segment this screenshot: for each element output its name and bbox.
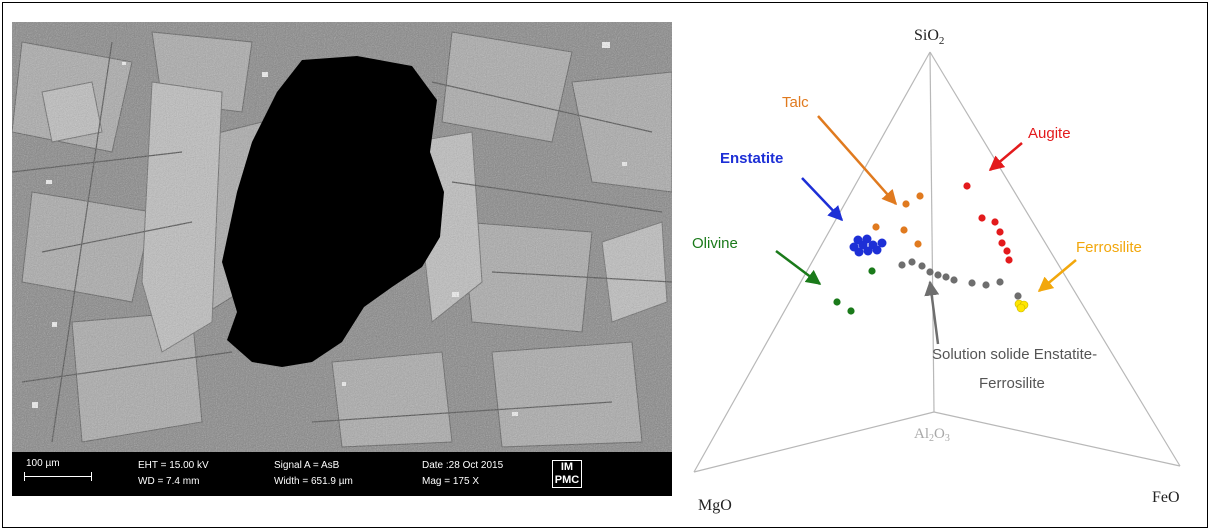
sem-info-bar: 100 µm EHT = 15.00 kV WD = 7.4 mm Signal…: [12, 452, 672, 496]
point-solid-solution: [926, 268, 934, 276]
axis-right-edge: [929, 51, 1181, 467]
point-augite: [1005, 256, 1013, 264]
point-talc: [902, 200, 910, 208]
arrow-ferrosilite: [1037, 259, 1077, 292]
wd-value: WD = 7.4 mm: [138, 476, 200, 487]
vertex-sio2: SiO2: [914, 27, 944, 47]
arrow-olivine: [775, 250, 822, 285]
point-talc: [872, 223, 880, 231]
point-talc: [916, 192, 924, 200]
vertex-mgo: MgO: [698, 497, 732, 514]
arrow-talc: [817, 115, 897, 206]
mag-value: Mag = 175 X: [422, 476, 479, 487]
arrow-solid-solution: [924, 280, 940, 345]
width-value: Width = 651.9 µm: [274, 476, 353, 487]
sem-texture: [12, 22, 672, 474]
point-augite: [963, 182, 971, 190]
label-solid-solution-line1: Solution solide Enstatite-: [932, 346, 1097, 363]
point-solid-solution: [898, 261, 906, 269]
sem-micrograph: 100 µm EHT = 15.00 kV WD = 7.4 mm Signal…: [12, 22, 672, 496]
point-enstatite: [854, 247, 864, 257]
vertex-al2o3: Al2O3: [914, 426, 950, 444]
point-solid-solution: [908, 258, 916, 266]
point-olivine: [868, 267, 876, 275]
point-olivine: [833, 298, 841, 306]
label-ferrosilite: Ferrosilite: [1076, 239, 1142, 256]
vertex-sio2-main: SiO: [914, 27, 939, 44]
ternary-axes: [693, 51, 1181, 473]
arrow-augite: [988, 142, 1023, 171]
points-ferrosilite: [1014, 299, 1029, 313]
arrow-enstatite: [801, 177, 844, 222]
point-augite: [998, 239, 1006, 247]
point-augite: [1003, 247, 1011, 255]
scale-bar-label: 100 µm: [26, 458, 60, 469]
axis-bottom-right: [933, 411, 1181, 467]
points-enstatite: [849, 234, 887, 257]
vertex-al2o3-3: 3: [945, 433, 950, 444]
point-enstatite: [877, 238, 887, 248]
point-talc: [900, 226, 908, 234]
point-augite: [996, 228, 1004, 236]
point-solid-solution: [982, 281, 990, 289]
points-solid-solution: [898, 258, 1022, 300]
axis-bottom-left: [693, 411, 935, 473]
sem-pore: [222, 56, 444, 367]
label-enstatite: Enstatite: [720, 150, 783, 167]
date-value: Date :28 Oct 2015: [422, 460, 504, 471]
point-solid-solution: [934, 271, 942, 279]
ternary-diagram: SiO2 MgO FeO Al2O3 Talc Augite Enstatite…: [692, 27, 1181, 514]
point-solid-solution: [942, 273, 950, 281]
point-solid-solution: [1014, 292, 1022, 300]
axis-vertical: [929, 51, 935, 413]
signal-value: Signal A = AsB: [274, 460, 340, 471]
point-enstatite: [858, 240, 868, 250]
vertex-al2o3-al: Al: [914, 426, 929, 442]
point-enstatite: [863, 246, 873, 256]
point-solid-solution: [918, 262, 926, 270]
vertex-al2o3-2: 2: [929, 433, 934, 444]
vertex-feo: FeO: [1152, 489, 1180, 506]
scale-bar-tick-right: [91, 472, 92, 481]
scale-bar: [24, 476, 92, 477]
eht-value: EHT = 15.00 kV: [138, 460, 209, 471]
label-augite: Augite: [1028, 125, 1071, 142]
point-augite: [978, 214, 986, 222]
point-solid-solution: [968, 279, 976, 287]
point-ferrosilite: [1016, 303, 1026, 313]
points-augite: [963, 182, 1013, 264]
label-solid-solution-line2: Ferrosilite: [979, 375, 1045, 392]
vertex-sio2-sub: 2: [939, 35, 945, 47]
vertex-al2o3-o: O: [934, 426, 945, 442]
point-solid-solution: [996, 278, 1004, 286]
label-olivine: Olivine: [692, 235, 738, 252]
label-talc: Talc: [782, 94, 809, 111]
points-olivine: [833, 267, 876, 315]
point-talc: [914, 240, 922, 248]
point-enstatite: [872, 245, 882, 255]
axis-left-edge: [693, 51, 931, 473]
point-solid-solution: [950, 276, 958, 284]
points-talc: [872, 192, 924, 248]
scale-bar-tick-left: [24, 472, 25, 481]
lab-logo: IM PMC: [552, 460, 582, 488]
point-augite: [991, 218, 999, 226]
point-olivine: [847, 307, 855, 315]
